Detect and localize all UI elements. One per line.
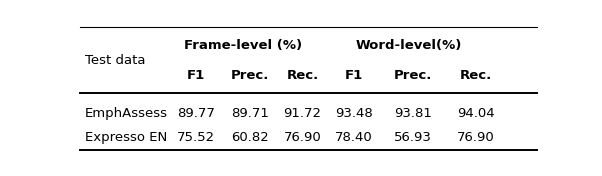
- Text: Word-level(%): Word-level(%): [356, 39, 462, 52]
- Text: 89.71: 89.71: [231, 107, 269, 120]
- Text: Prec.: Prec.: [231, 69, 269, 82]
- Text: 75.52: 75.52: [176, 131, 215, 144]
- Text: 56.93: 56.93: [394, 131, 432, 144]
- Text: 76.90: 76.90: [284, 131, 321, 144]
- Text: Prec.: Prec.: [393, 69, 432, 82]
- Text: Frame-level (%): Frame-level (%): [184, 39, 302, 52]
- Text: 89.77: 89.77: [176, 107, 214, 120]
- Text: EmphAssess: EmphAssess: [84, 107, 167, 120]
- Text: F1: F1: [345, 69, 364, 82]
- Text: Rec.: Rec.: [459, 69, 492, 82]
- Text: 60.82: 60.82: [231, 131, 269, 144]
- Text: Test data: Test data: [84, 54, 145, 67]
- Text: 93.48: 93.48: [335, 107, 373, 120]
- Text: 76.90: 76.90: [457, 131, 494, 144]
- Text: 93.81: 93.81: [394, 107, 432, 120]
- Text: Rec.: Rec.: [287, 69, 318, 82]
- Text: 94.04: 94.04: [457, 107, 494, 120]
- Text: F1: F1: [187, 69, 205, 82]
- Text: 78.40: 78.40: [335, 131, 373, 144]
- Text: 91.72: 91.72: [284, 107, 321, 120]
- Text: Expresso EN: Expresso EN: [84, 131, 167, 144]
